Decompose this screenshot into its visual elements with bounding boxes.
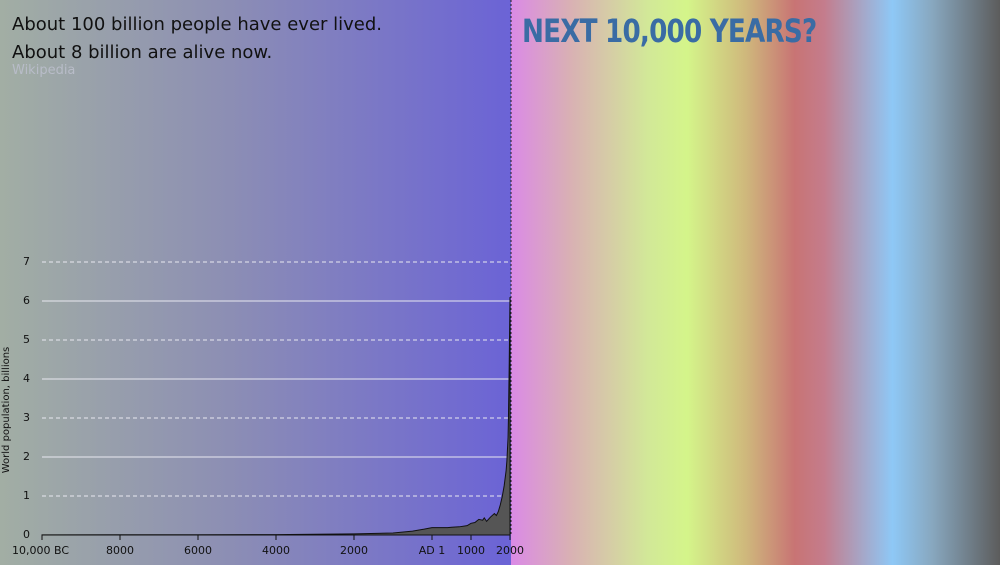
x-tick-label: 10,000 BC (12, 544, 69, 557)
headline-line: About 8 billion are alive now. (12, 42, 273, 63)
y-tick-label: 6 (23, 294, 30, 307)
y-axis-label: World population, billions (1, 347, 12, 474)
left-panel (0, 0, 511, 565)
y-tick-label: 3 (23, 411, 30, 424)
x-tick-label: AD 1 (419, 544, 446, 557)
y-tick-label: 2 (23, 450, 30, 463)
x-tick-label: 2000 (340, 544, 368, 557)
x-tick-label: 6000 (184, 544, 212, 557)
y-tick-label: 1 (23, 489, 30, 502)
y-tick-label: 4 (23, 372, 30, 385)
y-tick-label: 0 (23, 528, 30, 541)
y-tick-label: 5 (23, 333, 30, 346)
headline-line: About 100 billion people have ever lived… (12, 14, 383, 35)
y-tick-label: 7 (23, 255, 30, 268)
x-tick-label: 1000 (457, 544, 485, 557)
x-tick-label: 4000 (262, 544, 290, 557)
population-area (41, 297, 511, 536)
heading: NEXT 10,000 YEARS? (522, 12, 817, 50)
right-panel (511, 0, 1000, 565)
x-tick-label: 8000 (106, 544, 134, 557)
x-tick-label: 2000 (496, 544, 524, 557)
source: Wikipedia (12, 63, 76, 78)
